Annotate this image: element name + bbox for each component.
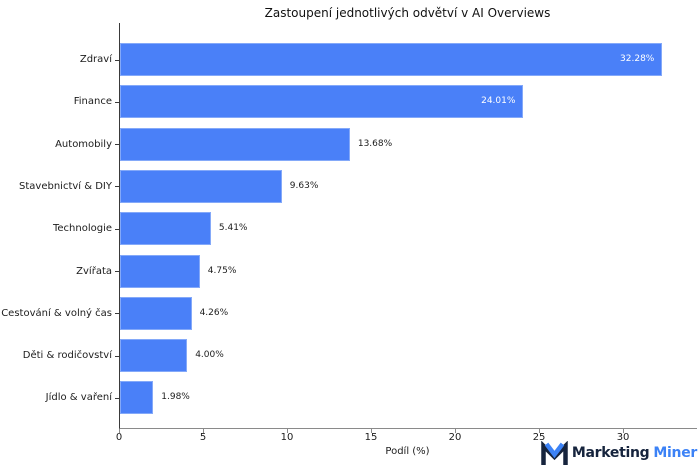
bar-value-label: 13.68% — [357, 138, 393, 149]
bar-value-label: 24.01% — [481, 96, 516, 107]
x-axis-tick-label: 15 — [364, 432, 378, 443]
y-axis-label: Stavebnictví & DIY — [19, 180, 112, 192]
x-axis-title: Podíl (%) — [385, 446, 430, 457]
x-axis-tick-label: 20 — [448, 432, 462, 443]
y-axis-label: Zvířata — [76, 265, 112, 277]
x-axis-tick-label: 0 — [115, 432, 123, 443]
x-axis-tick-label: 25 — [532, 432, 546, 443]
bar — [120, 381, 154, 415]
x-tick-mark — [119, 429, 120, 433]
bar-value-label: 32.28% — [620, 54, 655, 64]
bar-value-label: 4.26% — [199, 307, 229, 318]
bar-value-label: 9.63% — [289, 180, 319, 191]
logo-text-marketing: Marketing — [571, 445, 650, 461]
bar — [120, 85, 524, 119]
y-tick-mark — [115, 271, 119, 272]
y-tick-mark — [115, 397, 119, 399]
y-tick-mark — [115, 313, 119, 315]
y-axis-label: Jídlo & vaření — [45, 392, 112, 404]
bar — [120, 169, 282, 203]
x-axis-tick-label: 5 — [199, 432, 207, 443]
bar-value-label: 1.98% — [161, 392, 190, 403]
y-axis-label: Finance — [73, 96, 112, 108]
bar-value-label: 4.75% — [207, 265, 237, 276]
bar — [120, 296, 192, 330]
bar — [120, 339, 188, 373]
x-tick-mark — [203, 429, 204, 433]
y-tick-mark — [115, 228, 119, 230]
x-tick-mark — [287, 429, 289, 433]
y-tick-mark — [115, 186, 119, 188]
y-tick-mark — [115, 355, 119, 357]
y-axis-label: Automobily — [55, 138, 112, 150]
y-tick-mark — [115, 144, 119, 146]
bar-value-label: 5.41% — [218, 223, 248, 234]
x-tick-mark — [371, 429, 373, 433]
x-tick-mark — [455, 429, 457, 433]
bar — [120, 254, 200, 288]
x-tick-mark — [539, 429, 541, 433]
y-tick-mark — [115, 59, 119, 61]
y-tick-mark — [115, 101, 119, 103]
bar — [120, 212, 211, 246]
x-tick-mark — [623, 429, 625, 433]
x-axis-tick-label: 30 — [616, 432, 630, 443]
bar — [120, 127, 350, 161]
y-axis-label: Děti & rodičovství — [22, 350, 112, 362]
chart-title: Zastoupení jednotlivých odvětví v AI Ove… — [264, 6, 551, 20]
x-axis-tick-label: 10 — [280, 432, 294, 443]
y-axis-label: Technologie — [52, 223, 112, 235]
marketing-miner-logo-icon — [541, 440, 568, 465]
plot-area: 32.28% 24.01% 13.68% 9.63% 5.41% 4.75% 4.26% 4.… — [119, 23, 697, 429]
y-axis-label: Cestování & volný čas — [1, 307, 112, 319]
bar — [120, 43, 663, 76]
bar-value-label: 4.00% — [195, 350, 224, 361]
marketing-miner-logo: Marketing Miner — [541, 440, 697, 466]
logo-text-miner: Miner — [653, 445, 697, 461]
y-axis-label: Zdraví — [79, 54, 112, 65]
